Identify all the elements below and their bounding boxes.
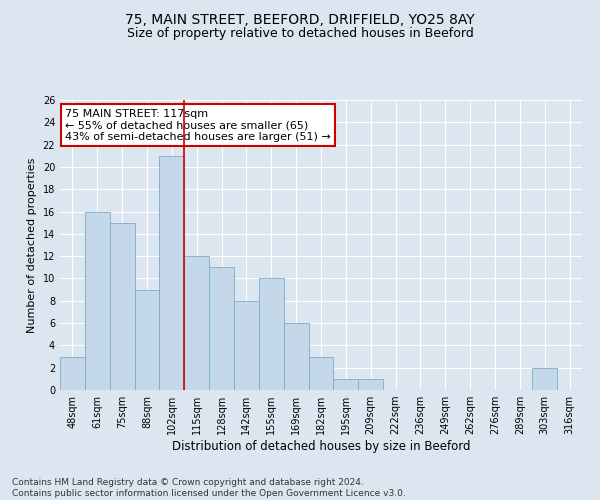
Bar [85, 212, 110, 390]
Bar [284, 323, 308, 390]
Bar [209, 268, 234, 390]
Bar [334, 379, 358, 390]
Bar [160, 156, 184, 390]
Bar [60, 356, 85, 390]
Bar [234, 301, 259, 390]
Bar [134, 290, 160, 390]
Bar [184, 256, 209, 390]
Y-axis label: Number of detached properties: Number of detached properties [27, 158, 37, 332]
Bar [358, 379, 383, 390]
Bar [110, 222, 134, 390]
X-axis label: Distribution of detached houses by size in Beeford: Distribution of detached houses by size … [172, 440, 470, 453]
Bar [532, 368, 557, 390]
Text: 75 MAIN STREET: 117sqm
← 55% of detached houses are smaller (65)
43% of semi-det: 75 MAIN STREET: 117sqm ← 55% of detached… [65, 108, 331, 142]
Text: 75, MAIN STREET, BEEFORD, DRIFFIELD, YO25 8AY: 75, MAIN STREET, BEEFORD, DRIFFIELD, YO2… [125, 12, 475, 26]
Text: Size of property relative to detached houses in Beeford: Size of property relative to detached ho… [127, 28, 473, 40]
Bar [259, 278, 284, 390]
Text: Contains HM Land Registry data © Crown copyright and database right 2024.
Contai: Contains HM Land Registry data © Crown c… [12, 478, 406, 498]
Bar [308, 356, 334, 390]
